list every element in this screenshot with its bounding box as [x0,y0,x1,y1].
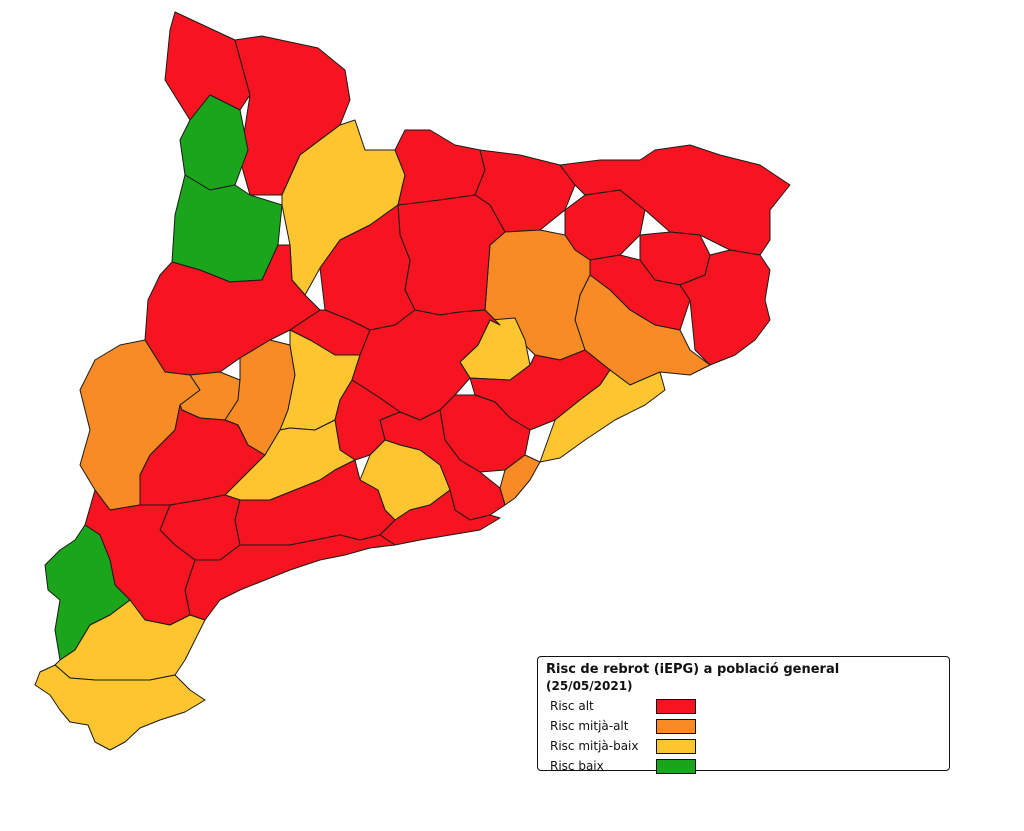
legend-title: Risc de rebrot (iEPG) a població general [546,662,840,677]
region-cerdanya[interactable] [394,129,486,206]
legend-swatch-risc-alt [656,698,696,714]
region-baix-emporda[interactable] [679,249,771,366]
legend-item-risc-mitja-baix: Risc mitjà-baix [546,737,941,755]
legend-item-risc-alt: Risc alt [546,697,941,715]
legend: Risc de rebrot (iEPG) a població general… [537,656,950,774]
legend-swatch-risc-baix [656,758,696,774]
legend-item-risc-baix: Risc baix [546,757,941,775]
legend-label: Risc alt [550,699,594,713]
legend-label: Risc baix [550,759,604,773]
legend-item-risc-mitja-alt: Risc mitjà-alt [546,717,941,735]
region-maresme[interactable] [539,369,666,463]
region-montsia[interactable] [34,664,206,751]
legend-swatch-risc-mitja-alt [656,718,696,734]
legend-label: Risc mitjà-alt [550,719,629,733]
region-garrigues[interactable] [139,404,266,506]
legend-swatch-risc-mitja-baix [656,738,696,754]
region-alt-emporda[interactable] [559,144,791,256]
legend-label: Risc mitjà-baix [550,739,639,753]
legend-date: (25/05/2021) [546,679,633,693]
region-baix-camp[interactable] [379,489,501,546]
